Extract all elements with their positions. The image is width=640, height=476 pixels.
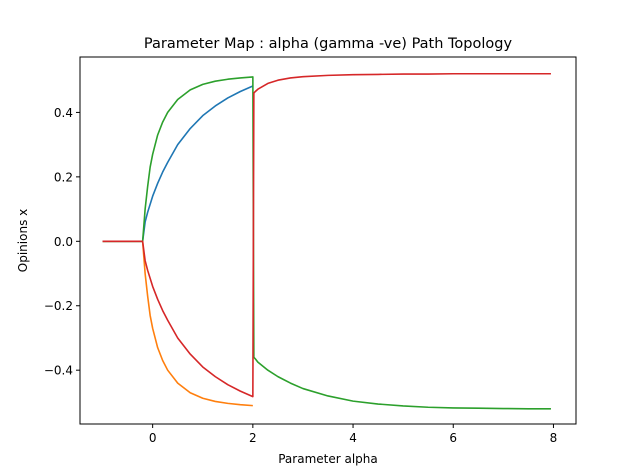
y-axis-ticks: −0.4 −0.2 0.0 0.2 0.4 — [44, 106, 80, 378]
y-tick-label: −0.2 — [44, 299, 73, 313]
plot-frame — [79, 56, 577, 425]
x-tick-label: 2 — [249, 431, 257, 445]
x-tick-label: 4 — [349, 431, 357, 445]
series-line-3 — [102, 76, 551, 410]
x-tick-label: 0 — [149, 431, 157, 445]
series-line-4 — [102, 72, 551, 398]
x-axis-label: Parameter alpha — [278, 452, 378, 466]
y-tick-label: −0.4 — [44, 364, 73, 378]
x-axis-ticks: 0 2 4 6 8 — [149, 424, 557, 445]
x-tick-label: 8 — [550, 431, 558, 445]
y-tick-label: 0.0 — [54, 235, 73, 249]
series-line-2 — [102, 240, 253, 407]
series-layer — [102, 72, 551, 410]
series-line-1 — [102, 85, 254, 243]
y-tick-label: 0.4 — [54, 106, 73, 120]
y-tick-label: 0.2 — [54, 170, 73, 184]
x-tick-label: 6 — [449, 431, 457, 445]
chart-title: Parameter Map : alpha (gamma -ve) Path T… — [144, 36, 513, 52]
y-axis-label: Opinions x — [16, 209, 30, 272]
plot-area: 0 2 4 6 8 −0.4 −0.2 0.0 0.2 0.4 — [44, 56, 577, 445]
